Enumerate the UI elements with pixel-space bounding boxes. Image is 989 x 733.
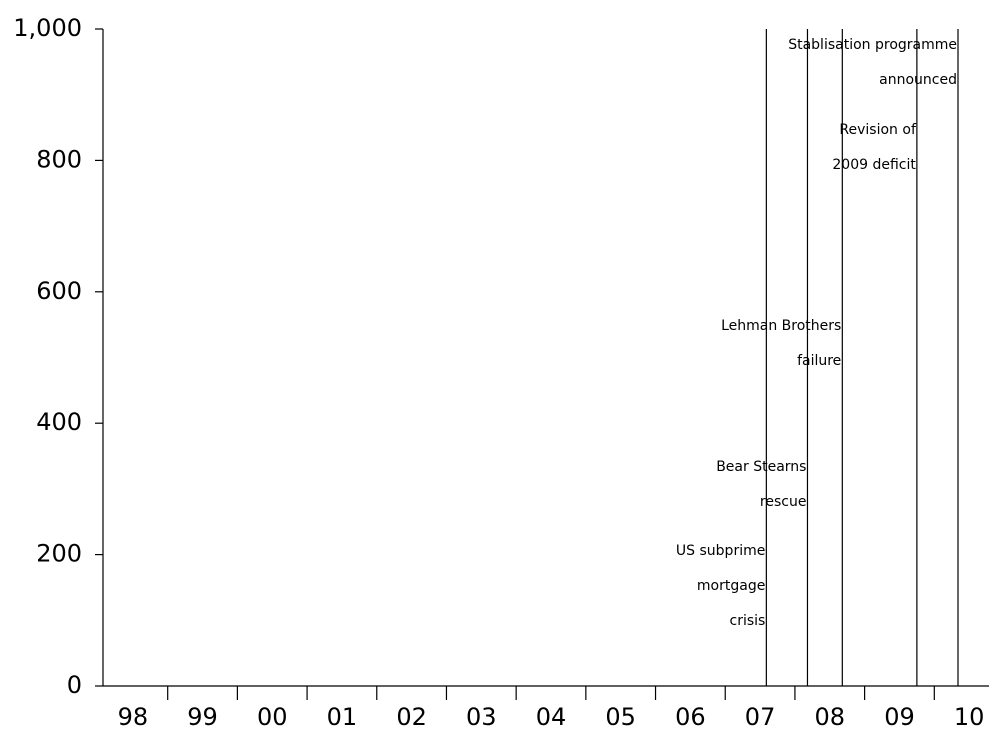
annotation: 2009 deficit <box>832 157 916 173</box>
annotation: failure <box>797 353 841 369</box>
y-tick-label: 400 <box>36 408 82 436</box>
annotation: Revision of <box>839 122 917 138</box>
annotation: Lehman Brothers <box>721 318 841 334</box>
x-tick-label: 01 <box>327 703 358 729</box>
x-tick-label: 05 <box>605 703 636 729</box>
y-tick-label: 800 <box>36 145 82 173</box>
x-tick-label: 00 <box>257 703 288 729</box>
annotation: US subprime <box>676 543 765 559</box>
x-tick-label: 98 <box>118 703 149 729</box>
annotation: mortgage <box>697 578 765 594</box>
y-tick-label: 0 <box>67 671 82 699</box>
annotation: announced <box>879 72 957 88</box>
y-tick-label: 1,000 <box>13 14 82 42</box>
x-tick-label: 07 <box>745 703 776 729</box>
x-tick-label: 10 <box>954 703 985 729</box>
annotation: crisis <box>730 613 766 629</box>
annotation: Bear Stearns <box>716 459 806 475</box>
x-tick-label: 06 <box>675 703 706 729</box>
x-tick-label: 99 <box>187 703 218 729</box>
x-tick-label: 08 <box>814 703 845 729</box>
x-tick-label: 03 <box>466 703 497 729</box>
annotation: rescue <box>760 494 807 510</box>
x-tick-label: 09 <box>884 703 915 729</box>
annotation: Stablisation programme <box>788 37 957 53</box>
y-tick-label: 600 <box>36 277 82 305</box>
x-tick-label: 02 <box>396 703 427 729</box>
x-tick-label: 04 <box>536 703 567 729</box>
y-tick-label: 200 <box>36 540 82 568</box>
